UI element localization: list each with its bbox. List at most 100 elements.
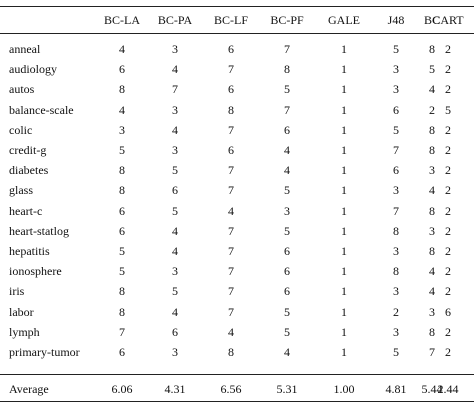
cell: 5 <box>172 203 178 218</box>
cell: 3 <box>393 284 399 299</box>
cell: 6 <box>445 304 451 319</box>
cell: 2 <box>445 264 451 279</box>
cell: 1 <box>341 143 347 157</box>
cell: 8 <box>429 143 435 157</box>
row-label: anneal <box>9 42 41 56</box>
cell: 1 <box>341 102 347 117</box>
row-label: primary-tumor <box>9 345 80 359</box>
cell: 5 <box>393 122 399 137</box>
cell: 4 <box>284 163 290 178</box>
cell: 8 <box>228 345 234 359</box>
row-label: Average <box>9 382 49 396</box>
cell: 4 <box>119 42 125 56</box>
cell: 2 <box>445 324 451 339</box>
cell: 6 <box>228 42 234 56</box>
cell: 7 <box>119 324 125 339</box>
cell: 7 <box>228 183 234 198</box>
cell: 7 <box>228 244 234 258</box>
cell: 8 <box>429 203 435 218</box>
cell: 8 <box>119 284 125 299</box>
cell: 2 <box>445 82 451 97</box>
cell: 4 <box>284 345 290 359</box>
cell: 2 <box>445 62 451 77</box>
row-label: autos <box>9 82 35 97</box>
cell: 7 <box>393 143 399 157</box>
cell: 3 <box>393 324 399 339</box>
cell: 2 <box>445 143 451 157</box>
cell: 1 <box>341 223 347 238</box>
cell: 3 <box>393 183 399 198</box>
cell: 3 <box>172 42 178 56</box>
cell: 3 <box>172 345 178 359</box>
cell: 7 <box>284 102 290 117</box>
average-cell: 2.44 <box>437 382 459 396</box>
row-label: labor <box>9 304 34 319</box>
row-label: diabetes <box>9 163 49 178</box>
cell: 3 <box>429 223 435 238</box>
cell: 4 <box>172 122 178 137</box>
cell: 4 <box>172 304 178 319</box>
cell: 3 <box>172 102 178 117</box>
average-cell: 1.00 <box>333 382 355 396</box>
cell: 1 <box>341 264 347 279</box>
cell: 6 <box>393 102 399 117</box>
cell: 6 <box>284 264 290 279</box>
row-label: balance-scale <box>9 102 74 117</box>
cell: 1 <box>341 42 347 56</box>
row-label: lymph <box>9 324 40 339</box>
column-header: BC-LF <box>213 13 249 27</box>
cell: 8 <box>429 244 435 258</box>
cell: 2 <box>445 345 451 359</box>
cell: 2 <box>445 42 451 56</box>
cell: 1 <box>341 183 347 198</box>
cell: 5 <box>284 304 290 319</box>
cell: 5 <box>172 284 178 299</box>
cell: 2 <box>429 102 435 117</box>
cell: 5 <box>284 223 290 238</box>
cell: 8 <box>119 163 125 178</box>
column-header: BC-PF <box>270 13 304 27</box>
row-label: glass <box>9 183 33 198</box>
header-rule <box>0 33 474 34</box>
cell: 8 <box>393 264 399 279</box>
cell: 4 <box>172 62 178 77</box>
cell: 6 <box>228 143 234 157</box>
cell: 1 <box>341 163 347 178</box>
cell: 5 <box>172 163 178 178</box>
cell: 4 <box>228 203 234 218</box>
cell: 7 <box>393 203 399 218</box>
cell: 4 <box>429 264 435 279</box>
cell: 4 <box>172 223 178 238</box>
average-cell: 5.31 <box>276 382 298 396</box>
average-cell: 4.31 <box>164 382 186 396</box>
cell: 6 <box>393 163 399 178</box>
cell: 8 <box>119 183 125 198</box>
cell: 3 <box>172 143 178 157</box>
row-label: audiology <box>9 62 57 77</box>
cell: 5 <box>284 183 290 198</box>
column-header: GALE <box>328 13 360 27</box>
cell: 1 <box>341 244 347 258</box>
cell: 1 <box>341 122 347 137</box>
cell: 7 <box>228 163 234 178</box>
cell: 5 <box>445 102 451 117</box>
cell: 7 <box>228 284 234 299</box>
bottom-rule <box>0 401 474 402</box>
cell: 7 <box>429 345 435 359</box>
cell: 4 <box>429 183 435 198</box>
cell: 7 <box>172 82 178 97</box>
cell: 4 <box>119 102 125 117</box>
row-label: heart-c <box>9 203 43 218</box>
cell: 8 <box>284 62 290 77</box>
cell: 6 <box>119 223 125 238</box>
average-cell: 4.81 <box>385 382 407 396</box>
top-rule <box>0 6 474 7</box>
cell: 5 <box>429 62 435 77</box>
cell: 7 <box>228 264 234 279</box>
cell: 1 <box>341 345 347 359</box>
cell: 8 <box>228 102 234 117</box>
cell: 6 <box>284 244 290 258</box>
cell: 8 <box>429 122 435 137</box>
cell: 5 <box>119 264 125 279</box>
